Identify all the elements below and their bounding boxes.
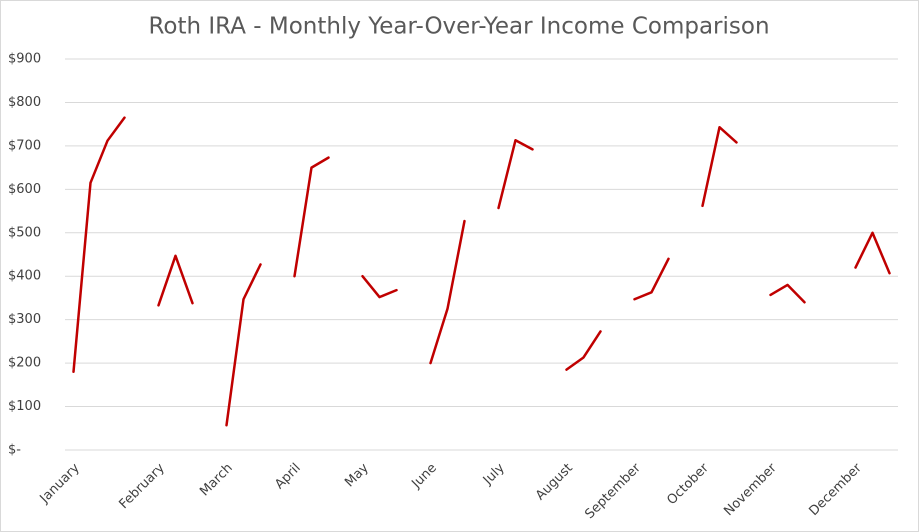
y-tick-label: $700 [8,138,41,153]
y-tick-label: $400 [8,269,41,284]
y-tick-label: $900 [8,52,41,67]
y-tick-label: $- [8,443,21,458]
y-tick-label: $500 [8,225,41,240]
y-tick-label: $300 [8,312,41,327]
y-tick-label: $800 [8,95,41,110]
y-tick-label: $600 [8,182,41,197]
chart-title: Roth IRA - Monthly Year-Over-Year Income… [148,14,769,40]
data-line [72,116,891,427]
y-tick-label: $100 [8,399,41,414]
y-tick-label: $200 [8,356,41,371]
